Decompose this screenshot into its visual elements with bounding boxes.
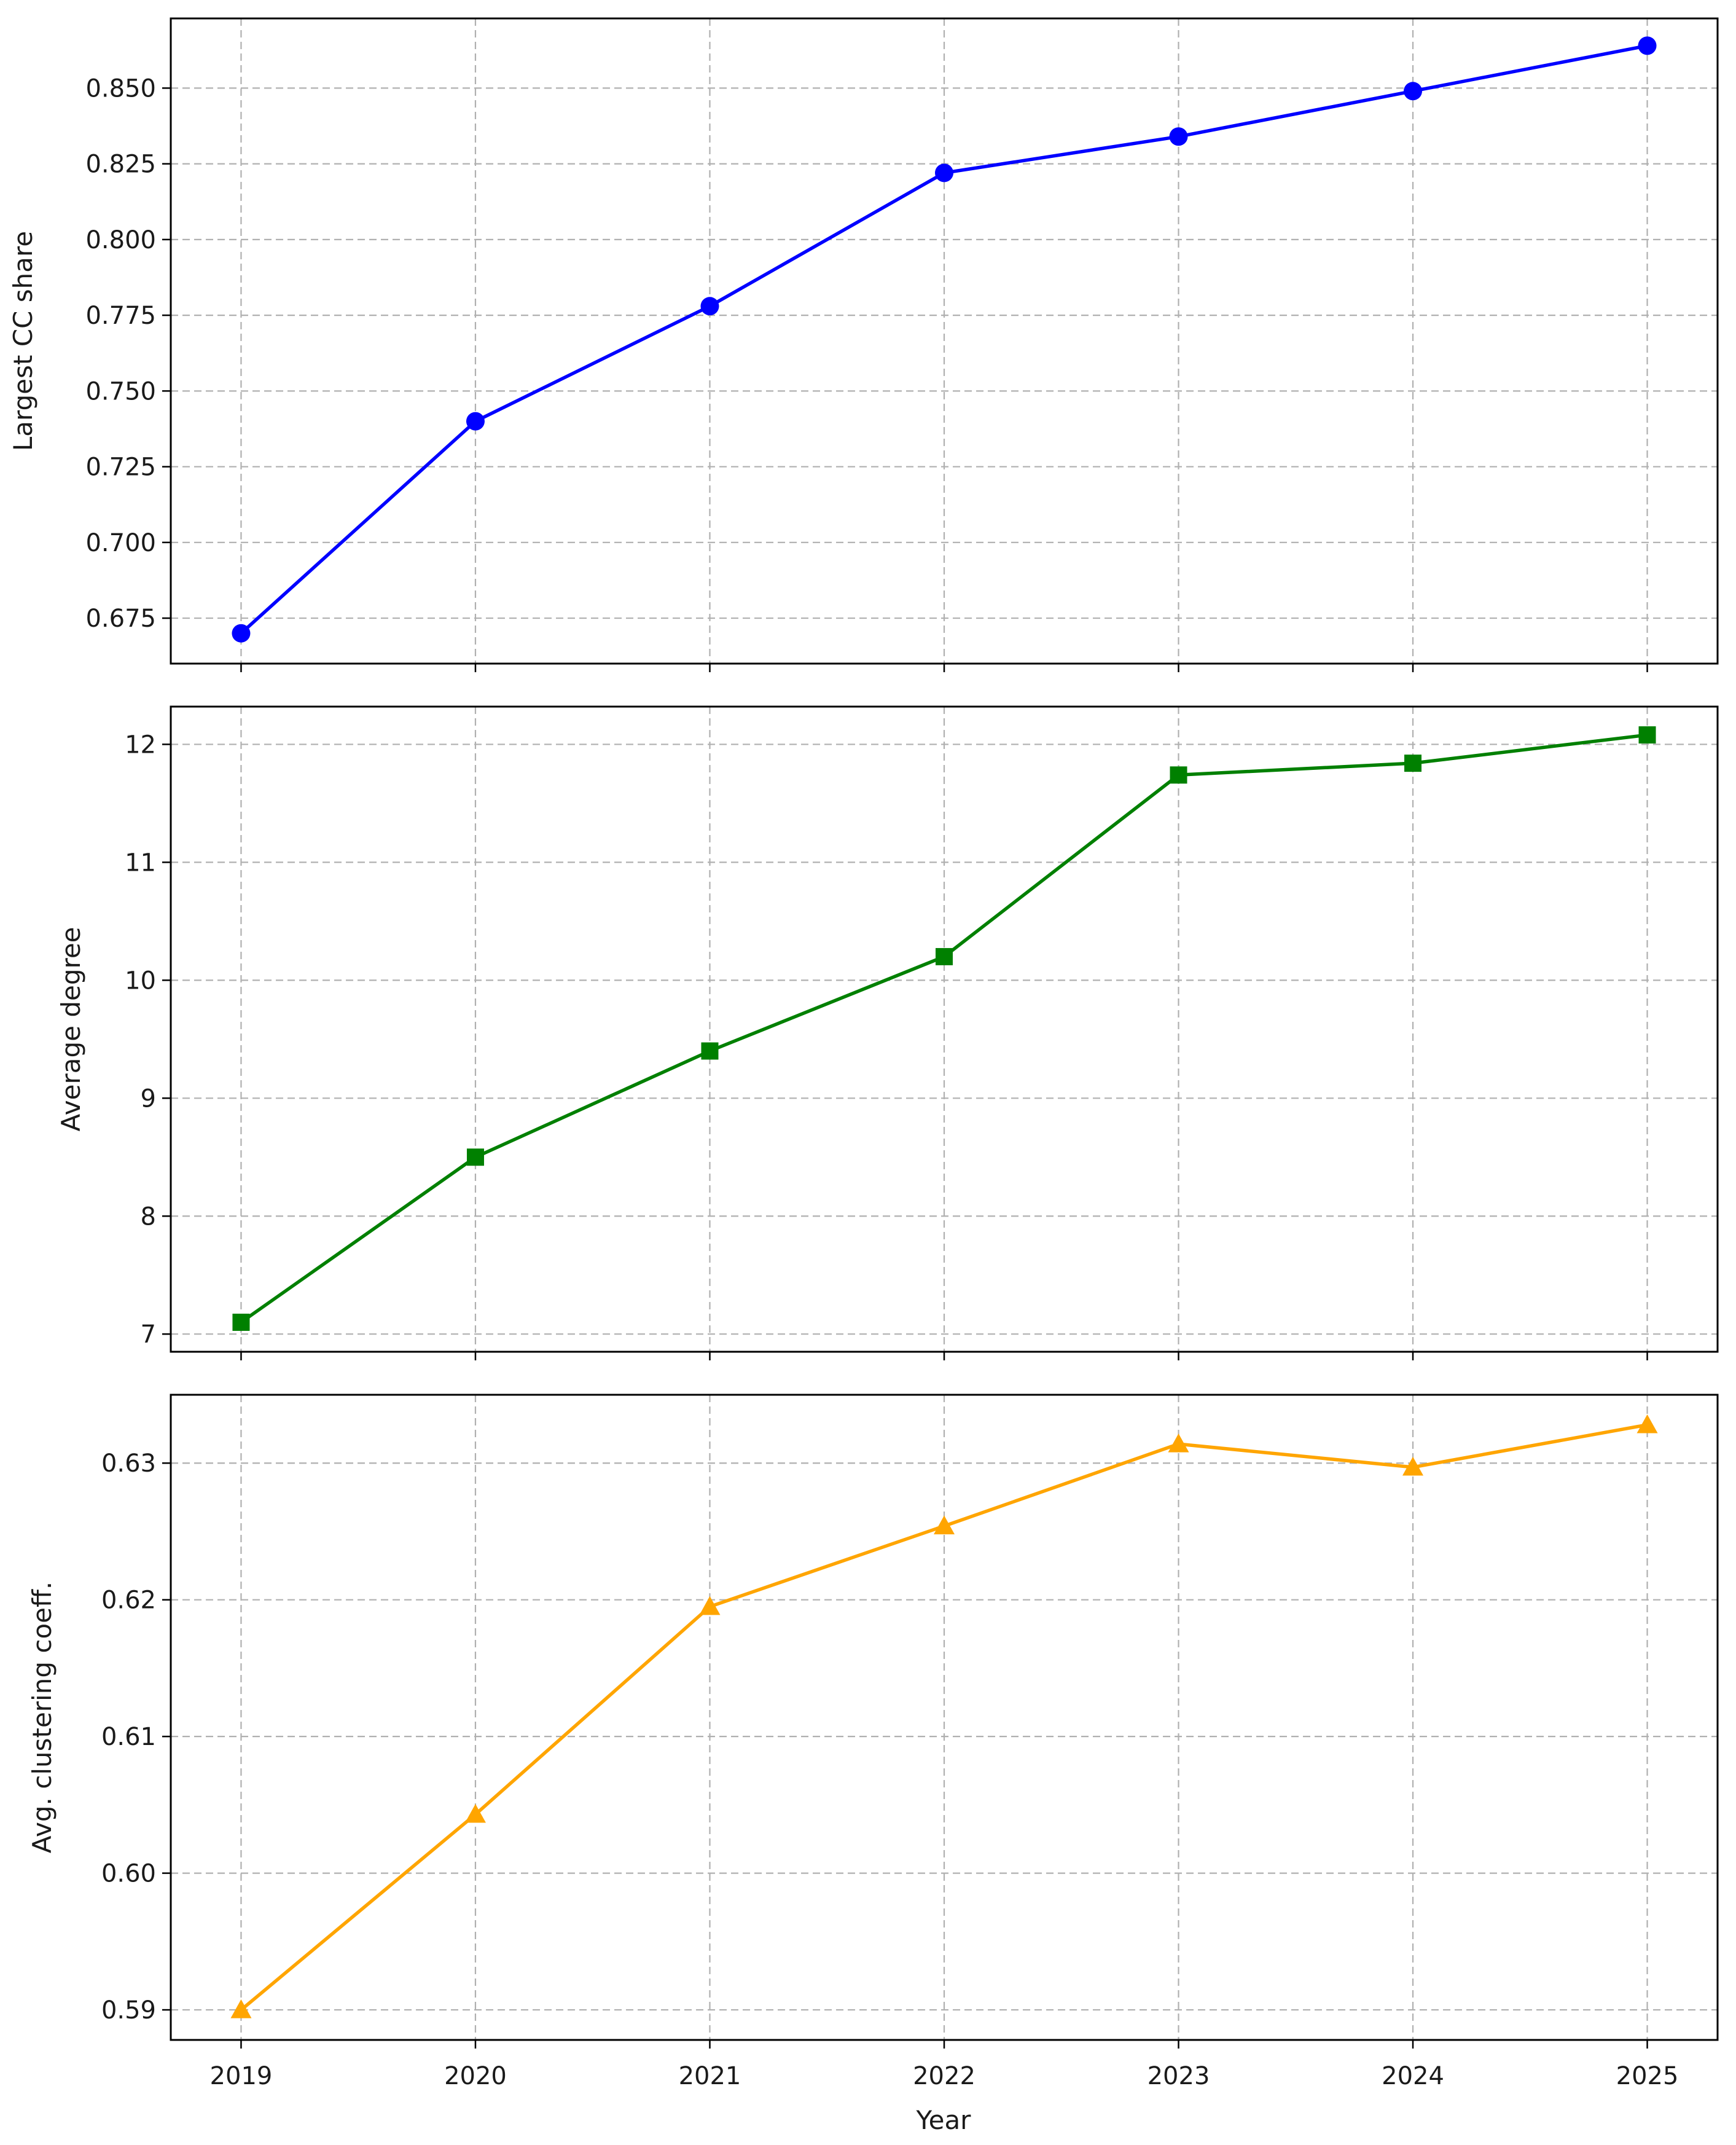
panel-3-point	[934, 1515, 955, 1535]
panel-2-y-axis-label: Average degree	[56, 927, 86, 1131]
x-tick-label: 2021	[679, 2062, 741, 2090]
panel-1-point	[466, 412, 485, 431]
panel-2-ytick-label: 9	[141, 1084, 156, 1113]
panel-1-ytick-label: 0.700	[85, 529, 156, 557]
panel-3-frame	[170, 1394, 1719, 2041]
panel-3-ytick-label: 0.63	[101, 1449, 156, 1478]
panel-3-point	[230, 1999, 252, 2018]
panel-1-ytick-label: 0.850	[85, 74, 156, 103]
panel-2-point	[701, 1042, 719, 1060]
panel-1-point	[1638, 36, 1657, 55]
panel-1-ytick-label: 0.800	[85, 226, 156, 254]
panel-2-point	[232, 1314, 250, 1331]
panel-1-ytick-label: 0.675	[85, 605, 156, 633]
panel-1-point	[1404, 82, 1423, 101]
panel-1-ytick-label: 0.775	[85, 302, 156, 330]
x-tick-label: 2025	[1616, 2062, 1679, 2090]
panel-1-frame	[170, 17, 1719, 665]
panel-2-ytick-label: 12	[125, 731, 156, 759]
panel-3-ytick-label: 0.60	[101, 1860, 156, 1888]
panel-3-y-axis-label: Avg. clustering coeff.	[27, 1582, 57, 1854]
panel-2-ytick-label: 11	[125, 849, 156, 877]
panel-3-point	[1168, 1433, 1189, 1453]
panel-1-point	[232, 624, 251, 643]
panel-2-ytick-label: 7	[141, 1320, 156, 1349]
x-tick-label: 2019	[210, 2062, 273, 2090]
panel-1-ytick-label: 0.725	[85, 453, 156, 482]
panel-3-point	[699, 1596, 721, 1615]
x-axis-label: Year	[916, 2105, 972, 2135]
panel-2-point	[466, 1148, 484, 1166]
panel-2-point	[1638, 726, 1656, 744]
panel-3-ytick-label: 0.62	[101, 1586, 156, 1615]
panel-1-ytick-label: 0.825	[85, 151, 156, 179]
panel-3-ytick-label: 0.59	[101, 1996, 156, 2025]
panel-3-point	[464, 1803, 486, 1823]
panel-1-point	[1169, 127, 1188, 146]
panel-3-point	[1402, 1456, 1424, 1476]
panel-2-ytick-label: 10	[125, 967, 156, 995]
x-tick-label: 2022	[913, 2062, 976, 2090]
panel-1-point	[700, 297, 719, 316]
x-tick-label: 2020	[444, 2062, 507, 2090]
panel-1-y-axis-label: Largest CC share	[8, 231, 38, 451]
x-tick-label: 2024	[1382, 2062, 1444, 2090]
panel-2-frame	[170, 705, 1719, 1353]
panel-3-ytick-label: 0.61	[101, 1723, 156, 1751]
panel-2-point	[936, 947, 953, 965]
x-tick-label: 2023	[1148, 2062, 1210, 2090]
panel-3-point	[1636, 1414, 1658, 1433]
panel-2-point	[1170, 766, 1187, 784]
panel-2-point	[1404, 755, 1422, 772]
panel-1-ytick-label: 0.750	[85, 377, 156, 406]
panel-1-point	[935, 163, 953, 182]
panel-2-ytick-label: 8	[141, 1202, 156, 1231]
